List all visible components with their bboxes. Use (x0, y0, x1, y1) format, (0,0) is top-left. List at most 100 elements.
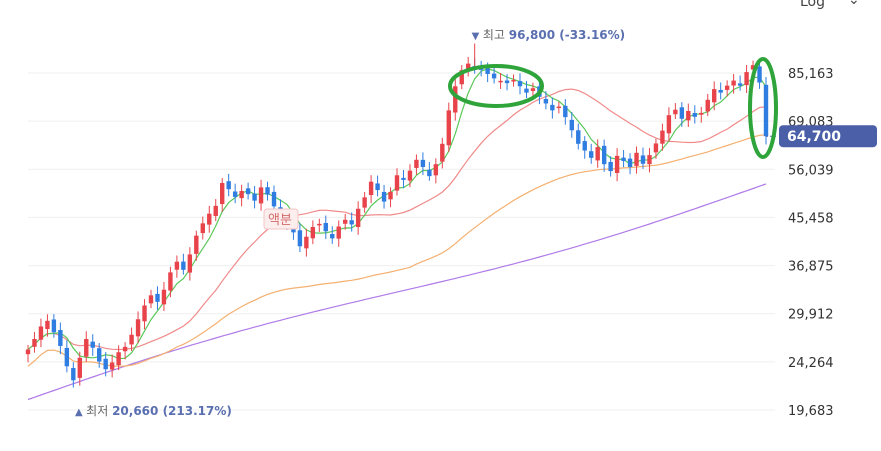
candle-body (71, 368, 76, 381)
y-tick-label: 85,163 (788, 67, 834, 82)
candle-body (330, 234, 335, 239)
candle-body (440, 143, 445, 162)
event-label-text: 액분 (268, 213, 292, 228)
candle-body (737, 83, 743, 86)
scale-toggle-button[interactable]: Log (800, 0, 825, 10)
y-tick-label: 19,683 (788, 404, 834, 419)
current-price-label: 64,700 (787, 129, 841, 145)
candle-body (181, 261, 186, 270)
candle-body (252, 193, 257, 201)
candle-body (724, 85, 730, 90)
candle-body (453, 86, 458, 113)
candle-body (427, 169, 432, 177)
candle-body (388, 191, 393, 200)
candle-body (168, 272, 173, 291)
low-annotation-label: ▲ 최저 20,660 (213.17%) (75, 404, 232, 418)
candle-body (666, 115, 672, 134)
candle-body (77, 357, 82, 378)
candle-body (601, 145, 607, 165)
candle-body (109, 362, 115, 370)
y-tick-label: 56,039 (788, 163, 834, 178)
candle-body (608, 161, 613, 172)
candle-body (673, 109, 678, 115)
candle-body (446, 110, 451, 146)
chevron-down-icon[interactable]: ⌄ (848, 0, 860, 8)
candle-body (550, 104, 555, 111)
candle-body (258, 187, 264, 204)
candle-body (51, 319, 57, 333)
candle-body (744, 72, 749, 86)
candle-body (712, 89, 717, 103)
candle-body (530, 88, 536, 91)
candle-body (627, 158, 633, 167)
candle-body (58, 330, 63, 346)
candle-body (142, 305, 147, 322)
candle-body (394, 175, 400, 191)
candle-body (595, 147, 600, 161)
scale-toggle-label: Log (800, 0, 826, 10)
candle-body (420, 159, 426, 167)
candle-body (556, 106, 562, 109)
candle-body (25, 349, 31, 355)
candle-body (194, 235, 199, 254)
candle-body (692, 113, 697, 117)
candle-body (148, 295, 154, 304)
candle-body (757, 66, 762, 83)
candle-body (498, 80, 503, 83)
event-label-box (263, 208, 299, 230)
candle-body (491, 73, 497, 79)
y-tick-label: 36,875 (788, 260, 834, 275)
candle-body (84, 338, 89, 357)
candle-body (220, 182, 225, 205)
candle-body (582, 141, 587, 151)
candle-body (116, 352, 121, 366)
candle-body (750, 65, 756, 70)
candle-body (686, 110, 691, 121)
candle-body (90, 341, 95, 348)
candle-body (381, 191, 387, 202)
candle-body (647, 155, 652, 165)
candle-body (343, 219, 348, 224)
candle-body (103, 358, 108, 370)
candle-body (207, 213, 212, 225)
candle-body (38, 326, 44, 340)
candle-body (349, 220, 354, 225)
candle-body (414, 159, 419, 168)
y-tick-label: 45,458 (788, 211, 834, 226)
candle-body (161, 289, 167, 305)
candle-body (731, 80, 736, 86)
candle-body (336, 226, 341, 239)
candle-body (64, 347, 70, 367)
candle-body (401, 177, 406, 180)
highlight-ellipse-peak (448, 64, 544, 108)
candle-body (576, 130, 581, 144)
candle-body (213, 205, 218, 216)
candle-body (297, 230, 303, 247)
candle-body (317, 223, 322, 226)
candle-body (155, 293, 160, 302)
candle-body (763, 84, 769, 137)
candle-body (239, 190, 244, 199)
candle-body (563, 105, 568, 118)
candle-body (245, 188, 251, 195)
current-price-tag (779, 125, 877, 148)
candle-body (271, 191, 277, 207)
candle-body (543, 98, 549, 104)
candle-body (200, 223, 205, 234)
ma120-line (27, 183, 767, 401)
candle-body (368, 181, 374, 196)
candle-body (517, 81, 523, 87)
candle-body (653, 143, 659, 153)
highlight-ellipse-latest (748, 57, 778, 159)
candle-body (433, 164, 439, 176)
candle-body (232, 191, 238, 197)
candle-body (569, 119, 574, 131)
candle-body (375, 183, 380, 191)
high-annotation-label: ▼ 최고 96,800 (-33.16%) (472, 28, 626, 42)
y-tick-label: 29,912 (788, 308, 834, 323)
candle-body (97, 348, 102, 362)
candle-body (226, 181, 231, 190)
candle-body (699, 112, 704, 115)
